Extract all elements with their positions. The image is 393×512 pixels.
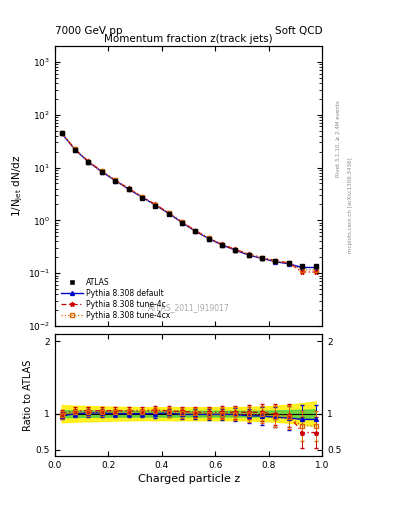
Text: 7000 GeV pp: 7000 GeV pp <box>55 26 123 36</box>
Legend: ATLAS, Pythia 8.308 default, Pythia 8.308 tune-4c, Pythia 8.308 tune-4cx: ATLAS, Pythia 8.308 default, Pythia 8.30… <box>59 276 172 322</box>
Text: Rivet 3.1.10, ≥ 2.4M events: Rivet 3.1.10, ≥ 2.4M events <box>336 100 341 177</box>
Title: Momentum fraction z(track jets): Momentum fraction z(track jets) <box>104 34 273 44</box>
Y-axis label: 1/N$_{\mathrm{jet}}$ dN/dz: 1/N$_{\mathrm{jet}}$ dN/dz <box>11 155 25 217</box>
Text: ATLAS_2011_I919017: ATLAS_2011_I919017 <box>148 303 230 312</box>
Text: Soft QCD: Soft QCD <box>275 26 322 36</box>
Text: mcplots.cern.ch [arXiv:1306.3436]: mcplots.cern.ch [arXiv:1306.3436] <box>348 157 353 252</box>
X-axis label: Charged particle z: Charged particle z <box>138 474 240 484</box>
Y-axis label: Ratio to ATLAS: Ratio to ATLAS <box>23 359 33 431</box>
